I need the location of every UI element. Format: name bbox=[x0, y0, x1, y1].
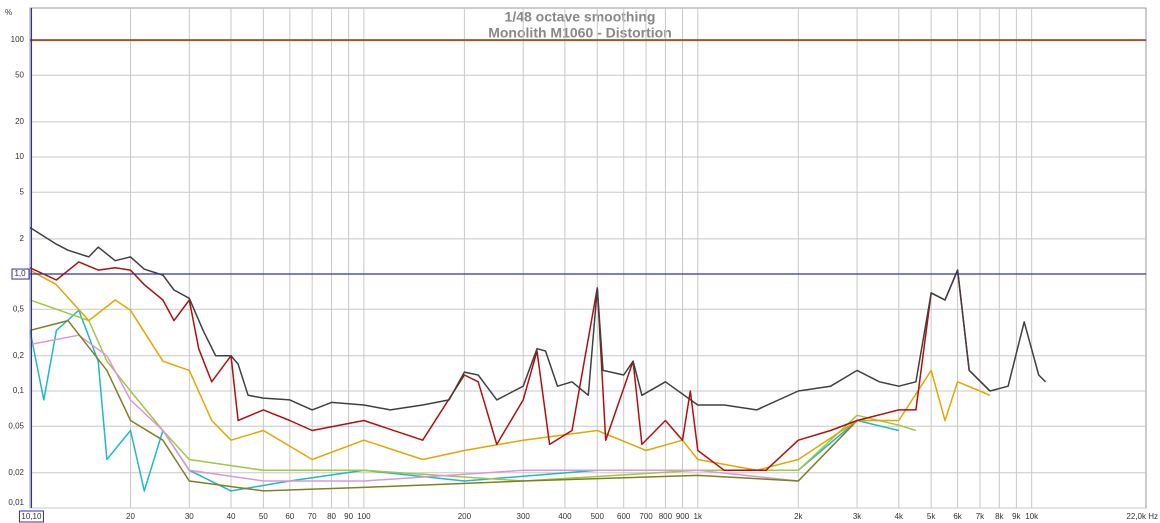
x-tick-label: 800 bbox=[659, 512, 673, 521]
x-tick-label: 300 bbox=[517, 512, 531, 521]
y-unit: % bbox=[5, 8, 12, 17]
x-tick-label: 5k bbox=[927, 512, 936, 521]
y-tick-label: 50 bbox=[15, 70, 24, 79]
cursor-label-x: 10,10 bbox=[21, 512, 42, 521]
series-line bbox=[30, 226, 1047, 411]
x-tick-label: 1k bbox=[694, 512, 703, 521]
x-tick-label: 10k bbox=[1025, 512, 1039, 521]
series-line bbox=[30, 319, 858, 492]
x-tick-label: 70 bbox=[308, 512, 317, 521]
y-tick-label: 2 bbox=[20, 234, 25, 243]
x-tick-label: 7k bbox=[976, 512, 985, 521]
x-tick-label: 500 bbox=[591, 512, 605, 521]
y-tick-label: 0,5 bbox=[13, 304, 25, 313]
x-tick-label: 22,0k Hz bbox=[1126, 512, 1158, 521]
x-tick-label: 60 bbox=[285, 512, 294, 521]
x-tick-label: 80 bbox=[327, 512, 336, 521]
y-tick-label: 0,01 bbox=[8, 498, 24, 507]
series-group bbox=[30, 39, 1146, 492]
y-tick-label: 0,1 bbox=[13, 386, 25, 395]
y-tick-label: 5 bbox=[20, 187, 25, 196]
chart-subtitle: Monolith M1060 - Distortion bbox=[488, 25, 672, 41]
x-tick-label: 30 bbox=[185, 512, 194, 521]
series-line bbox=[30, 261, 991, 472]
y-tick-label: 0,2 bbox=[13, 351, 25, 360]
x-tick-label: 8k bbox=[995, 512, 1004, 521]
y-tick-label: 20 bbox=[15, 117, 24, 126]
y-tick-label: 100 bbox=[11, 35, 25, 44]
cursor-label-y: 1,0 bbox=[14, 269, 26, 278]
chart-title: 1/48 octave smoothing bbox=[505, 9, 656, 25]
x-tick-label: 9k bbox=[1012, 512, 1021, 521]
cursor-box-y bbox=[11, 268, 30, 280]
x-tick-label: 90 bbox=[344, 512, 353, 521]
x-tick-label: 20 bbox=[126, 512, 135, 521]
x-tick-label: 50 bbox=[259, 512, 268, 521]
x-tick-label: 400 bbox=[558, 512, 572, 521]
x-tick-label: 600 bbox=[617, 512, 631, 521]
plot-area bbox=[29, 7, 1147, 509]
y-tick-label: 10 bbox=[15, 152, 24, 161]
x-tick-label: 3k bbox=[853, 512, 862, 521]
x-tick-label: 6k bbox=[953, 512, 962, 521]
x-tick-label: 4k bbox=[895, 512, 904, 521]
x-tick-label: 900 bbox=[676, 512, 690, 521]
y-tick-label: 0,05 bbox=[8, 421, 24, 430]
x-tick-label: 40 bbox=[227, 512, 236, 521]
y-tick-label: 0,02 bbox=[8, 468, 24, 477]
cursor-box-x bbox=[18, 510, 44, 523]
x-tick-label: 200 bbox=[458, 512, 472, 521]
series-line bbox=[30, 269, 991, 472]
x-tick-label: 700 bbox=[639, 512, 653, 521]
x-tick-label: 2k bbox=[794, 512, 803, 521]
x-tick-label: 100 bbox=[357, 512, 371, 521]
